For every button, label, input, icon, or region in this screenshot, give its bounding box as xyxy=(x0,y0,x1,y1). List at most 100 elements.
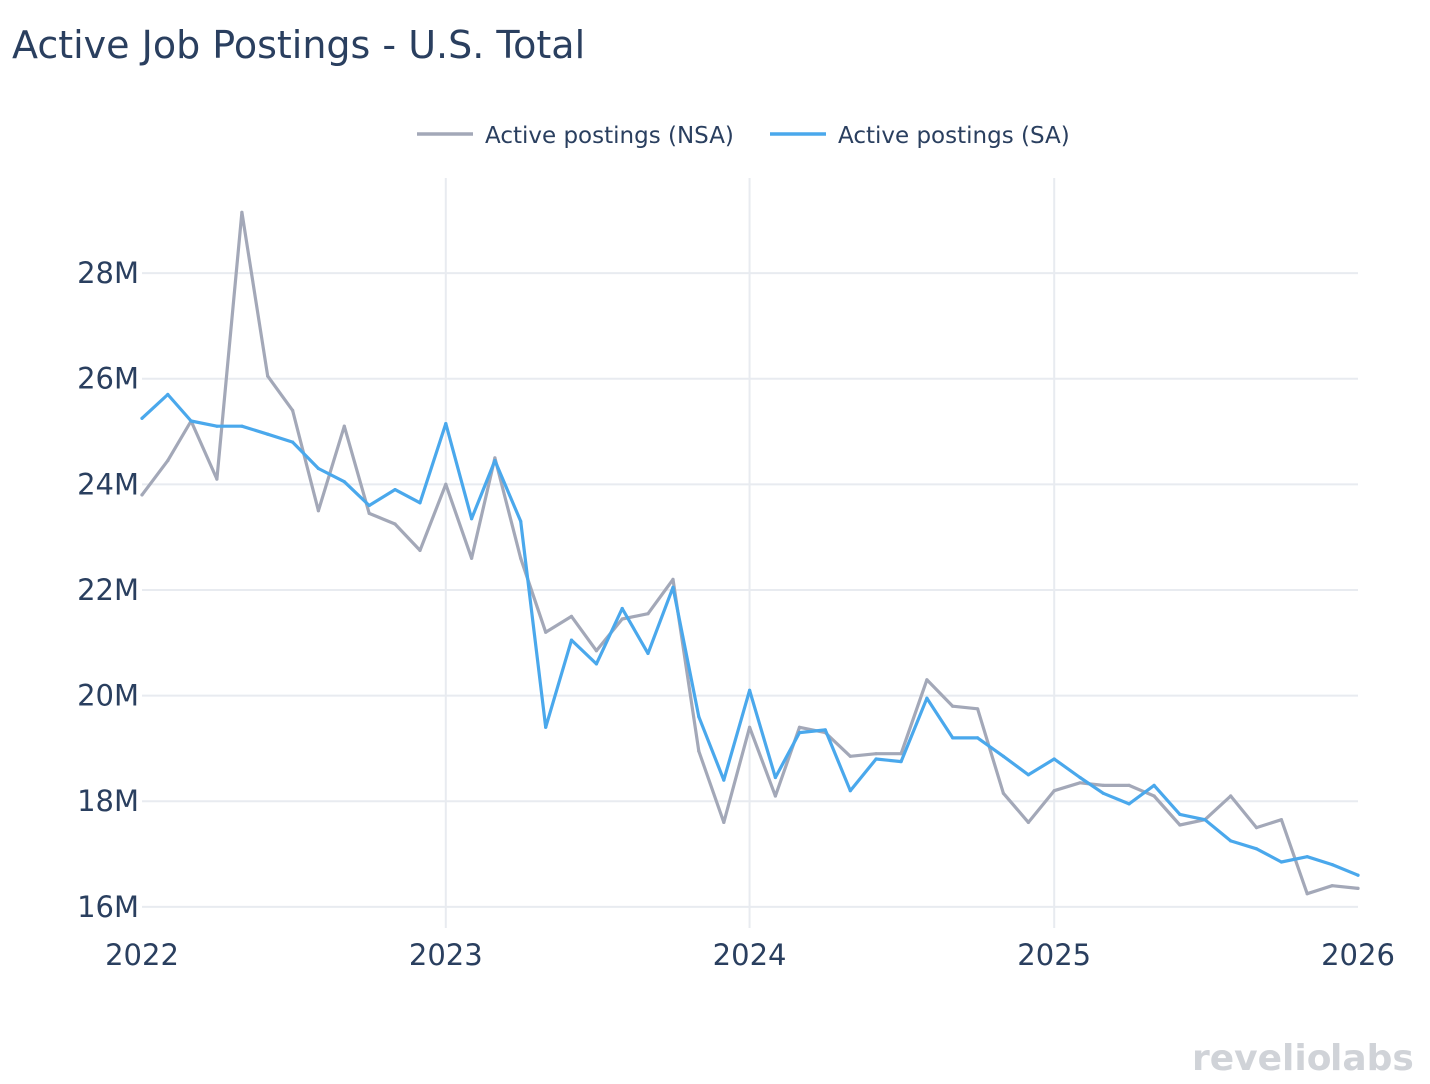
data-point xyxy=(1178,823,1182,827)
data-point xyxy=(1052,757,1056,761)
data-point xyxy=(594,649,599,653)
data-point xyxy=(215,477,219,481)
data-point xyxy=(367,503,371,508)
data-point xyxy=(1203,818,1207,822)
x-axis-ticks: 2022 2023 2024 2025 2026 xyxy=(105,938,1395,972)
revelio-labs-logo: revelio labs xyxy=(1192,1038,1414,1079)
data-point xyxy=(393,522,397,526)
y-tick-label: 16M xyxy=(77,890,139,924)
data-point xyxy=(1279,860,1283,864)
data-point xyxy=(418,501,422,505)
data-point xyxy=(1279,818,1283,822)
data-point xyxy=(569,638,574,642)
data-point xyxy=(722,778,726,782)
legend-label-sa: Active postings (SA) xyxy=(838,123,1070,149)
data-point xyxy=(316,509,320,513)
data-point xyxy=(444,422,448,426)
legend-item-sa[interactable]: Active postings (SA) xyxy=(770,123,1070,149)
data-point xyxy=(1305,855,1309,859)
data-point xyxy=(544,725,548,729)
data-point xyxy=(951,704,955,708)
data-point xyxy=(722,820,726,825)
data-point xyxy=(797,731,802,735)
data-point xyxy=(1254,847,1259,851)
data-point xyxy=(544,630,548,634)
data-point xyxy=(874,757,878,761)
data-point xyxy=(899,752,903,756)
data-point xyxy=(240,210,244,214)
data-point xyxy=(797,725,802,729)
y-tick-label: 22M xyxy=(77,573,139,607)
data-point xyxy=(671,585,675,589)
data-point xyxy=(1127,783,1131,788)
data-point xyxy=(620,606,624,611)
data-point xyxy=(470,517,474,521)
data-point xyxy=(925,696,929,700)
data-point xyxy=(493,459,497,463)
series-layer[interactable] xyxy=(140,210,1360,896)
data-point xyxy=(1356,886,1360,891)
data-point xyxy=(848,754,852,758)
data-point xyxy=(444,482,448,486)
legend-label-nsa: Active postings (NSA) xyxy=(485,123,734,149)
data-point xyxy=(166,392,170,397)
data-point xyxy=(1330,884,1334,888)
data-point xyxy=(266,432,270,436)
data-point xyxy=(1026,773,1030,777)
data-point xyxy=(1152,794,1156,798)
logo-text-left: revelio xyxy=(1192,1038,1331,1079)
legend[interactable]: Active postings (NSA) Active postings (S… xyxy=(417,123,1070,149)
y-tick-label: 20M xyxy=(77,679,139,713)
data-point xyxy=(773,794,778,798)
x-tick-label: 2023 xyxy=(409,938,483,972)
y-tick-label: 18M xyxy=(77,784,139,818)
data-point xyxy=(189,419,193,423)
x-tick-label: 2022 xyxy=(105,938,179,972)
x-tick-label: 2024 xyxy=(713,938,787,972)
data-point xyxy=(342,424,346,428)
data-point xyxy=(671,577,675,582)
data-point xyxy=(342,480,346,484)
data-point xyxy=(874,752,878,756)
y-tick-label: 28M xyxy=(77,256,139,290)
logo-text-right: labs xyxy=(1330,1038,1414,1079)
data-point xyxy=(470,556,474,560)
data-point xyxy=(266,374,270,378)
legend-item-nsa[interactable]: Active postings (NSA) xyxy=(417,123,734,149)
x-tick-label: 2025 xyxy=(1017,938,1091,972)
data-point xyxy=(418,548,422,553)
data-point xyxy=(1254,826,1259,830)
grid xyxy=(142,178,1358,928)
data-point xyxy=(848,789,852,793)
data-point xyxy=(240,424,244,428)
data-point xyxy=(291,408,295,412)
data-point xyxy=(393,488,397,492)
data-point xyxy=(166,459,170,463)
data-point xyxy=(1305,892,1309,896)
data-point xyxy=(620,617,624,621)
data-point xyxy=(646,651,650,656)
data-point xyxy=(140,493,144,497)
data-point xyxy=(951,736,955,740)
data-point xyxy=(823,728,827,732)
data-point xyxy=(291,440,295,444)
data-point xyxy=(493,456,497,460)
data-point xyxy=(1101,791,1105,795)
data-point xyxy=(1026,820,1030,825)
y-tick-label: 26M xyxy=(77,362,139,396)
data-point xyxy=(316,466,320,471)
y-axis-ticks: 16M 18M 20M 22M 24M 26M 28M xyxy=(77,256,139,924)
chart-title: Active Job Postings - U.S. Total xyxy=(12,23,585,67)
data-point xyxy=(748,725,752,729)
data-point xyxy=(1078,775,1082,780)
data-point xyxy=(1001,791,1006,795)
data-point xyxy=(519,519,523,523)
data-point xyxy=(367,511,371,515)
data-point xyxy=(1152,783,1156,788)
data-point xyxy=(1001,754,1006,758)
data-point xyxy=(519,556,523,560)
data-point xyxy=(1229,839,1233,843)
series-points-sa xyxy=(140,392,1360,877)
data-point xyxy=(215,424,219,428)
